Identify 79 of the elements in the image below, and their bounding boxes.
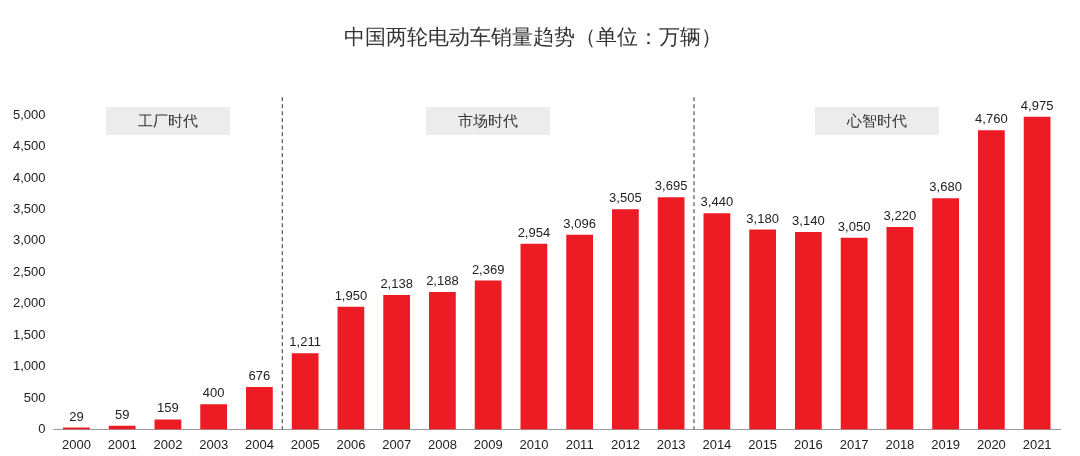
bar [932,198,960,430]
bar [840,237,868,430]
x-tick-label: 2005 [290,436,320,452]
data-label: 3,050 [837,218,871,234]
x-tick-label: 2019 [931,436,961,452]
x-tick-label: 2018 [885,436,915,452]
x-tick-label: 2016 [793,436,823,452]
bar [749,229,777,430]
x-tick-label: 2001 [107,436,137,452]
bar [154,419,182,430]
data-label: 2,188 [426,272,459,288]
data-label: 3,220 [883,208,917,224]
label-box: 心智时代 [815,107,939,136]
x-tick-label: 2007 [382,436,412,452]
bar [246,386,273,430]
data-label: 3,680 [929,179,962,195]
y-tick-label: 4,000 [12,169,46,185]
x-tick-label: 2015 [748,436,778,452]
data-label: 1,211 [289,334,321,350]
label-box: 市场时代 [426,107,551,136]
data-label: 4,975 [1020,97,1054,113]
data-label: 159 [157,400,179,416]
bar [474,280,502,430]
y-tick-label: 1,500 [12,326,46,342]
x-tick-label: 2020 [976,436,1006,452]
data-label: 3,140 [792,213,825,229]
label-box: 工厂时代 [105,107,230,136]
y-tick-label: 2,000 [12,295,46,311]
bar [886,227,914,430]
x-tick-label: 2021 [1022,436,1052,452]
bar [291,353,319,430]
x-tick-label: 2017 [839,436,869,452]
y-tick-label: 500 [23,389,46,405]
x-tick-label: 2011 [565,436,594,452]
x-tick-label: 2010 [519,436,549,452]
x-tick-label: 2002 [153,436,183,452]
data-label: 2,954 [517,224,551,240]
bar [337,306,365,430]
data-label: 3,695 [654,178,688,194]
data-label: 3,505 [609,190,642,206]
x-tick-label: 2003 [199,436,229,452]
bar [978,130,1005,430]
y-tick-label: 4,500 [12,138,46,154]
data-label: 2,138 [380,276,413,292]
bar [200,404,228,430]
data-label: 3,440 [700,194,734,210]
data-label: 400 [202,385,225,401]
bar [1023,116,1051,430]
y-tick-label: 5,000 [12,106,46,122]
bar [520,243,548,430]
x-tick-label: 2013 [656,436,686,452]
bar [612,209,639,430]
bar [795,232,822,430]
x-tick-label: 2009 [473,436,503,452]
data-label: 29 [69,408,84,424]
data-label: 676 [248,368,271,383]
chart-title: 中国两轮电动车销量趋势（单位：万辆） [343,25,722,49]
data-label: 3,180 [746,210,779,226]
bar [657,197,685,430]
y-tick-label: 3,500 [12,201,46,217]
y-tick-label: 3,000 [12,232,46,248]
y-tick-label: 2,500 [12,263,46,279]
data-label: 4,760 [975,111,1008,127]
bar [429,291,456,430]
bar [566,234,594,430]
x-tick-label: 2008 [427,436,457,452]
x-tick-label: 2004 [244,436,274,452]
bar [383,295,411,430]
data-label: 1,950 [334,287,368,303]
y-tick-label: 0 [38,420,46,436]
x-tick-label: 2006 [336,436,366,452]
data-label: 2,369 [471,261,505,277]
x-tick-label: 2012 [610,436,640,452]
data-label: 3,096 [563,215,596,231]
x-tick-label: 2014 [702,436,732,452]
x-tick-label: 2000 [61,436,91,452]
y-tick-label: 1,000 [12,358,46,374]
data-label: 59 [114,406,130,422]
bar [703,213,731,430]
